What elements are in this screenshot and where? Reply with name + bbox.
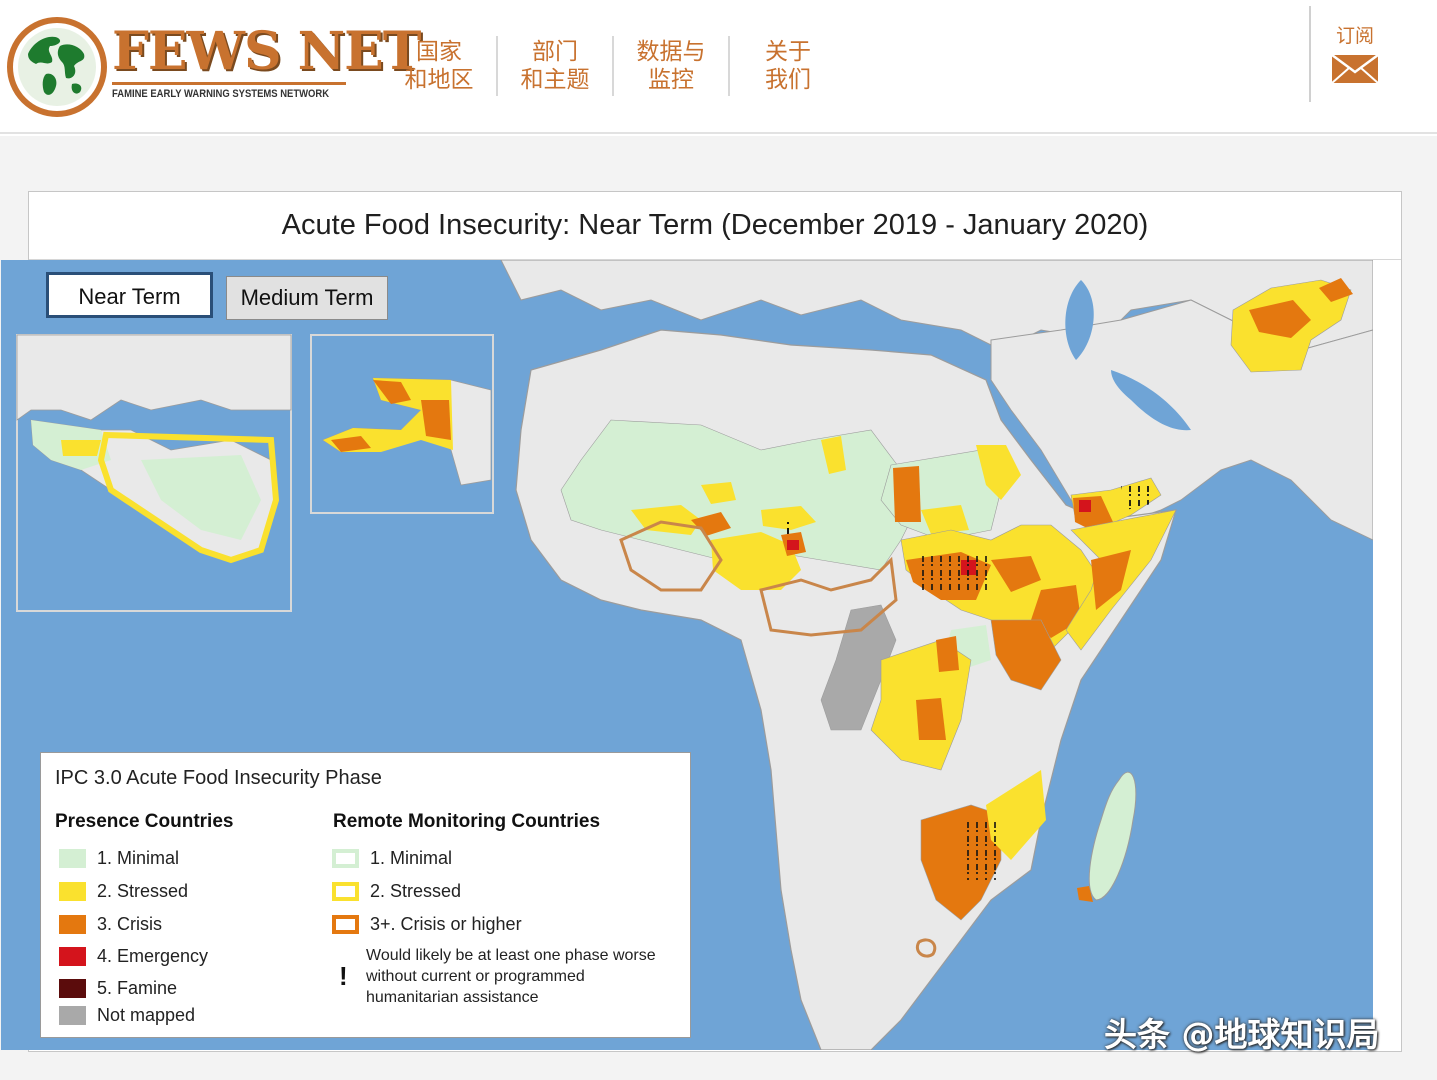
legend-item-stressed: 2. Stressed xyxy=(59,880,188,902)
globe-icon xyxy=(7,17,107,117)
swatch-remote-stressed xyxy=(332,881,359,901)
logo-underline xyxy=(112,82,346,85)
legend-item-minimal: 1. Minimal xyxy=(59,847,179,869)
fewsnet-logo[interactable]: FEWS NET FAMINE EARLY WARNING SYSTEMS NE… xyxy=(6,14,421,120)
not-mapped-region xyxy=(820,604,897,731)
swatch-stressed xyxy=(59,881,86,901)
logo-tagline: FAMINE EARLY WARNING SYSTEMS NETWORK xyxy=(112,88,330,100)
swatch-remote-crisis xyxy=(332,914,359,934)
legend-label: 2. Stressed xyxy=(97,880,189,901)
inset-haiti xyxy=(310,334,494,514)
legend-title: IPC 3.0 Acute Food Insecurity Phase xyxy=(55,767,382,789)
inset-central-america xyxy=(16,334,292,612)
envelope-icon xyxy=(1331,53,1379,84)
nav-countries-regions[interactable]: 国家 和地区 xyxy=(382,36,498,96)
remote-monitoring-outline xyxy=(619,520,723,592)
swatch-crisis xyxy=(59,914,86,934)
nav-data-monitoring[interactable]: 数据与 监控 xyxy=(614,36,730,96)
watermark: 头条 @地球知识局 xyxy=(1104,1015,1380,1054)
legend-item-not-mapped: Not mapped xyxy=(59,1004,195,1026)
legend-label: 4. Emergency xyxy=(97,945,209,966)
header-divider xyxy=(1309,6,1311,102)
legend-presence-title: Presence Countries xyxy=(55,811,234,832)
tab-near-term[interactable]: Near Term xyxy=(46,272,213,318)
caspian-sea xyxy=(1065,280,1094,360)
madagascar xyxy=(1088,771,1137,901)
swatch-remote-minimal xyxy=(332,848,359,868)
swatch-not-mapped xyxy=(59,1005,86,1025)
nav-about-us[interactable]: 关于 我们 xyxy=(765,39,811,93)
legend-label: 2. Stressed xyxy=(370,880,462,901)
legend-note: Would likely be at least one phase worse… xyxy=(366,947,656,1006)
legend-remote-stressed: 2. Stressed xyxy=(332,880,461,902)
legend-remote-title: Remote Monitoring Countries xyxy=(333,811,601,832)
legend-label: Not mapped xyxy=(97,1004,196,1025)
legend-label: 3+. Crisis or higher xyxy=(370,913,522,934)
map-canvas xyxy=(16,260,1373,1050)
persian-gulf xyxy=(1111,370,1191,431)
tab-medium-term[interactable]: Medium Term xyxy=(226,276,388,320)
subscribe-button[interactable]: 订阅 xyxy=(1322,24,1388,88)
swatch-emergency xyxy=(59,946,86,966)
legend-label: 5. Famine xyxy=(97,977,178,998)
legend-item-crisis: 3. Crisis xyxy=(59,913,162,935)
legend-remote-crisis: 3+. Crisis or higher xyxy=(332,913,522,935)
legend-label: 1. Minimal xyxy=(370,847,453,868)
legend-item-famine: 5. Famine xyxy=(59,977,177,999)
map-legend: IPC 3.0 Acute Food Insecurity Phase Pres… xyxy=(40,752,691,1038)
logo-wordmark: FEWS NET xyxy=(112,21,421,82)
site-header: FEWS NET FAMINE EARLY WARNING SYSTEMS NE… xyxy=(0,0,1437,134)
legend-label: 1. Minimal xyxy=(97,847,180,868)
legend-remote-minimal: 1. Minimal xyxy=(332,847,452,869)
swatch-minimal xyxy=(59,848,86,868)
legend-label: 3. Crisis xyxy=(97,913,163,934)
swatch-famine xyxy=(59,978,86,998)
subscribe-label: 订阅 xyxy=(1335,25,1374,47)
map-title: Acute Food Insecurity: Near Term (Decemb… xyxy=(29,192,1401,260)
legend-item-emergency: 4. Emergency xyxy=(59,945,208,967)
main-nav: 国家 和地区 部门 和主题 数据与 监控 关于 我们 xyxy=(382,36,846,96)
nav-sectors-topics[interactable]: 部门 和主题 xyxy=(498,36,614,96)
humanitarian-assistance-icon: ! xyxy=(339,961,348,991)
